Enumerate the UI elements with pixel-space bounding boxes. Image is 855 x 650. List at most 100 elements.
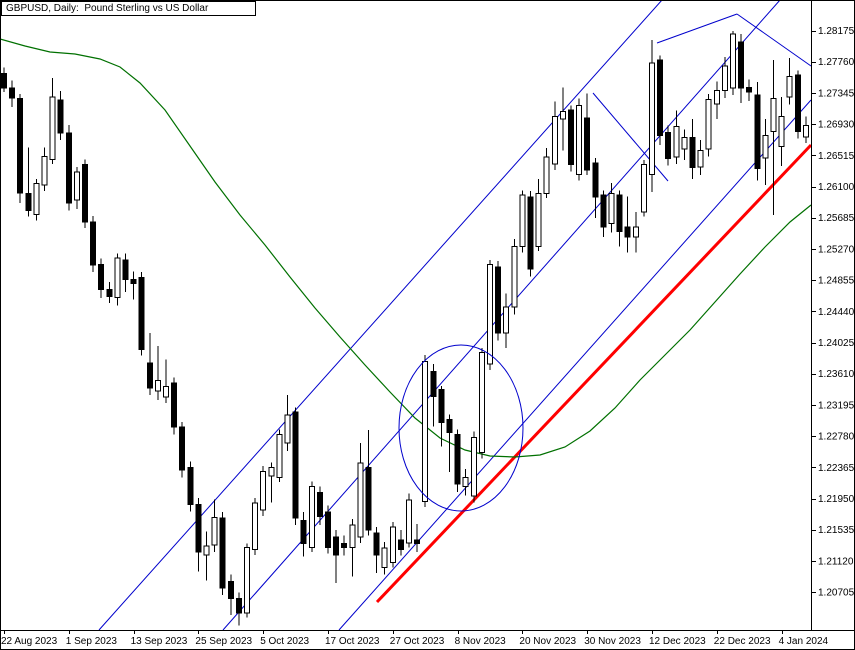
time-axis[interactable] — [0, 631, 811, 650]
candle-body-bear — [106, 289, 113, 297]
date-axis-label: 8 Nov 2023 — [455, 636, 507, 647]
price-axis[interactable] — [812, 0, 855, 630]
candle — [511, 239, 518, 315]
candle-body-bull — [389, 526, 396, 563]
channel-line-middle[interactable] — [222, 0, 781, 631]
candle-series — [1, 30, 809, 626]
candle-body-bull — [786, 76, 793, 98]
candle-body-bull — [608, 192, 615, 224]
date-axis-label: 22 Aug 2023 — [1, 636, 58, 647]
candle — [462, 469, 469, 496]
candle — [406, 493, 412, 548]
peak-trendline-left[interactable] — [656, 13, 738, 44]
candle — [1, 67, 7, 92]
candle — [284, 394, 291, 452]
candle — [495, 261, 502, 341]
candle-body-bear — [754, 94, 761, 169]
candle — [519, 190, 526, 253]
peak-trendline-right[interactable] — [736, 13, 812, 67]
moving-average-line[interactable] — [0, 38, 812, 458]
price-axis-label: 1.26100 — [818, 182, 855, 193]
candle-body-bear — [624, 226, 631, 238]
candle-body-bear — [65, 132, 72, 204]
candle — [487, 260, 493, 370]
candle-body-bear — [446, 419, 453, 433]
date-axis-label: 12 Dec 2023 — [649, 636, 706, 647]
candle-body-bull — [260, 471, 267, 511]
candle-body-bull — [276, 434, 283, 479]
candle — [138, 272, 145, 356]
candle — [778, 97, 785, 167]
candle — [325, 505, 331, 554]
price-axis-label: 1.26515 — [818, 151, 855, 162]
pullback-trendline[interactable] — [592, 92, 669, 182]
candle — [592, 157, 599, 219]
candle-body-bear — [227, 580, 234, 600]
candle — [478, 348, 485, 459]
price-axis-label: 1.21120 — [818, 557, 854, 568]
candle-body-bull — [770, 98, 777, 133]
candle — [657, 55, 664, 146]
candle — [713, 81, 720, 119]
candle — [82, 159, 88, 228]
candle — [114, 253, 121, 306]
candle-body-bull — [559, 110, 566, 120]
candle-body-bear — [235, 598, 242, 614]
candle-body-bear — [316, 492, 323, 518]
candle — [122, 253, 129, 292]
candle — [227, 574, 234, 616]
candle-body-bear — [219, 517, 226, 589]
candle-body-bear — [527, 196, 534, 270]
candle — [154, 345, 161, 400]
candle — [260, 466, 267, 516]
date-axis-label: 22 Dec 2023 — [714, 636, 771, 647]
candle — [470, 431, 477, 503]
candle — [179, 421, 186, 478]
candle-body-bull — [576, 104, 583, 175]
candle — [608, 182, 615, 233]
candle-body-bear — [657, 59, 664, 136]
candle-body-bull — [697, 149, 704, 168]
candle-body-bull — [252, 502, 259, 551]
candle-body-bear — [592, 162, 599, 198]
ellipse-annotation[interactable] — [398, 344, 524, 512]
candle — [146, 333, 153, 395]
red-support-trendline[interactable] — [375, 143, 813, 604]
candle — [802, 116, 809, 143]
channel-line-upper[interactable] — [98, 0, 663, 631]
candle-body-bull — [381, 547, 388, 569]
candle-body-bull — [41, 155, 48, 186]
candle — [252, 497, 259, 555]
candle — [640, 160, 647, 217]
candle-body-bear — [397, 539, 404, 551]
candle — [9, 80, 16, 107]
candle-body-bear — [9, 87, 16, 99]
candle — [551, 101, 558, 170]
price-axis-label: 1.27345 — [818, 88, 855, 99]
candle — [454, 429, 461, 492]
candle — [25, 147, 32, 217]
candle-body-bear — [616, 194, 623, 233]
candle — [568, 105, 574, 172]
price-axis-label: 1.23610 — [818, 369, 855, 380]
candle-body-bull — [114, 257, 121, 299]
candle-body-bear — [138, 277, 145, 351]
candle-body-bear — [738, 41, 745, 89]
candle — [422, 354, 429, 507]
candle — [235, 592, 242, 626]
candle-body-bear — [333, 536, 340, 556]
price-axis-label: 1.21535 — [818, 525, 855, 536]
candle — [632, 212, 639, 253]
candle — [584, 93, 591, 176]
candle — [333, 530, 340, 583]
candle-body-bull — [535, 192, 542, 248]
candle-body-bull — [357, 462, 364, 538]
candle — [244, 543, 250, 618]
candle-body-bear — [98, 264, 105, 291]
candle — [316, 486, 323, 525]
candle — [446, 414, 453, 473]
candle — [665, 125, 672, 166]
candle — [794, 70, 801, 139]
candle-body-bear — [600, 194, 607, 228]
